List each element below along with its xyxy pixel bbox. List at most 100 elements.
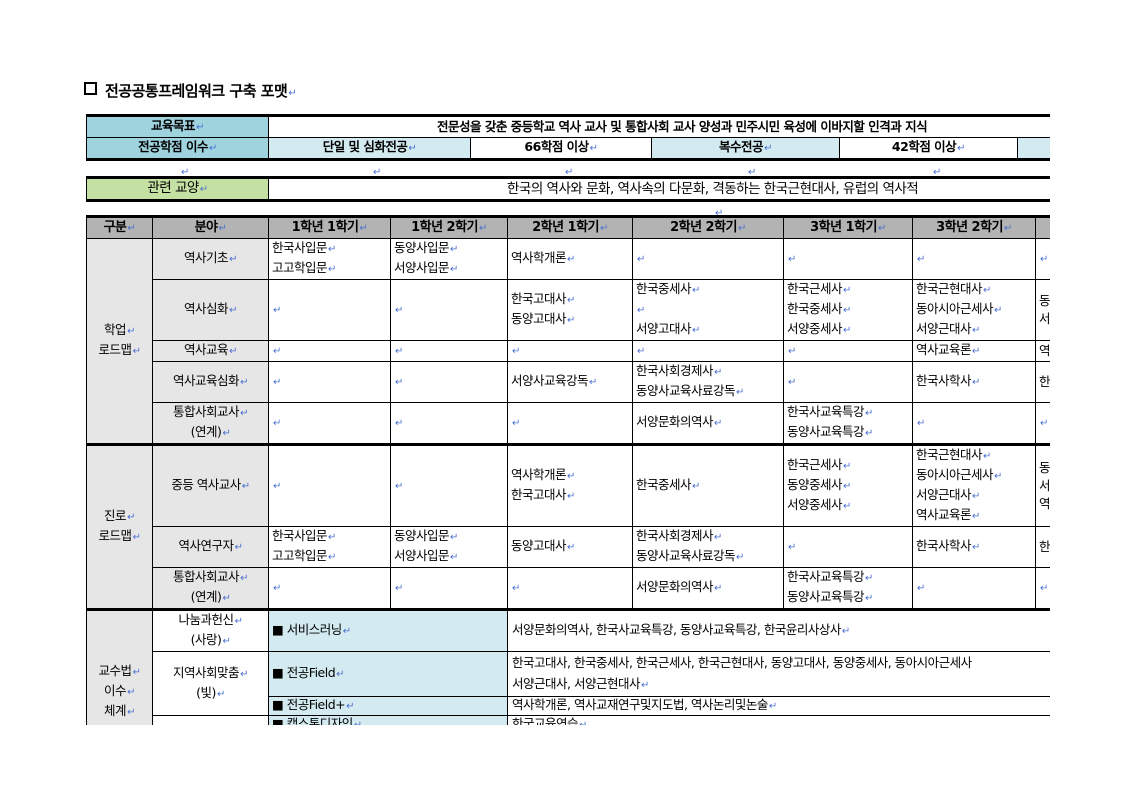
cell-line: (연계) <box>156 423 265 442</box>
course-cell <box>912 402 1036 446</box>
cell-line: 동 <box>1039 293 1050 308</box>
header-cell: 2학년 2학기 <box>632 216 784 239</box>
course-cell <box>632 340 784 362</box>
cell-line <box>636 300 780 320</box>
table-row: 역사연구자한국사입문고고학입문동양사입문서양사입문동양고대사한국사회경제사동양사… <box>87 526 1050 568</box>
course-cell: 한 <box>1035 526 1050 568</box>
header-label: 구분 <box>104 220 136 235</box>
cell-line: 한국사회경제사 <box>636 363 780 383</box>
cell-line: 한국근세사 <box>787 456 909 476</box>
cell-line: 한국사교육특강 <box>787 569 909 589</box>
pedagogy-method: ■ 전공Field <box>268 651 508 697</box>
pedagogy-courses: 한국교육연습 <box>507 715 1050 726</box>
cell-line: 서양문화의역사 <box>636 413 780 433</box>
cell-line: 동양사교육사료강독 <box>636 547 780 567</box>
goal-credits-table: 교육목표전문성을 갖춘 중등학교 역사 교사 및 통합사회 교사 양성과 민주시… <box>86 114 1050 161</box>
return-mark <box>1039 249 1050 269</box>
header-cell: 1학년 2학기 <box>390 216 508 239</box>
cell-line: 서양사입문 <box>394 547 504 567</box>
cell-line: 역사기초 <box>156 249 265 269</box>
credits-single: 단일 및 심화전공 <box>268 137 471 160</box>
course-cell <box>390 402 508 446</box>
cell-line: 서양사교육강독 <box>511 372 629 392</box>
return-mark <box>394 476 504 496</box>
course-cell: 역사학개론한국고대사 <box>507 444 633 527</box>
cell-line: 동양사교육특강 <box>787 423 909 442</box>
course-cell: 한국사교육특강동양사교육특강 <box>783 567 913 611</box>
course-cell: 역사교육론 <box>912 340 1036 362</box>
pedagogy-row: ■ 전공Field+ 역사학개론, 역사교재연구및지도법, 역사논리및논술 <box>87 696 1050 716</box>
course-list: 서양문화의역사, 한국사교육특강, 동양사교육특강, 한국윤리사상사 <box>512 622 1050 640</box>
course-list: 역사학개론, 역사교재연구및지도법, 역사논리및논술 <box>512 698 1050 715</box>
cell-line: 한국사입문 <box>272 528 387 548</box>
cell-line: 체계 <box>90 702 149 722</box>
table-row: 통합사회교사(연계) 서양문화의역사 한국사교육특강동양사교육특강 <box>87 402 1050 446</box>
cell-line: 중등 역사교사 <box>156 476 265 496</box>
course-cell: 한국근현대사동아시아근세사서양근대사 <box>912 279 1036 341</box>
cell-line: 통합사회교사 <box>156 404 265 424</box>
return-mark <box>1039 578 1050 598</box>
field-label: 중등 역사교사 <box>152 444 269 527</box>
liberal-text: 한국의 역사와 문화, 역사속의 다문화, 격동하는 한국근현대사, 유럽의 역… <box>268 177 1050 201</box>
return-mark <box>916 249 1032 269</box>
pedagogy-field: 지역사회맞춤(빛) <box>152 651 269 716</box>
cell-line: 동양사교육특강 <box>787 588 909 607</box>
return-mark <box>916 578 1032 598</box>
cell-line: 한국사입문 <box>272 240 387 260</box>
return-mark <box>394 372 504 392</box>
course-cell: 동양사입문서양사입문 <box>390 526 508 568</box>
cell-line: 서양중세사 <box>787 320 909 340</box>
cell-line: 한국중세사 <box>787 300 909 320</box>
course-cell: 역 <box>1035 340 1050 362</box>
return-mark <box>272 413 387 433</box>
header-label: 1학년 1학기 <box>292 220 368 235</box>
cell-line: 동양사입문 <box>394 528 504 548</box>
pedagogy-row: 교수법이수체계나눔과헌신(사랑)■ 서비스러닝서양문화의역사, 한국사교육특강,… <box>86 609 1050 725</box>
cell-line: 통합사회교사 <box>156 569 265 589</box>
cell-line: 동양고대사 <box>511 537 629 557</box>
course-list: 한국교육연습 <box>512 717 1050 726</box>
cell-line: 한국중세사 <box>636 281 780 301</box>
field-label: 역사교육 <box>152 340 269 362</box>
cell-line: 서양근대사 <box>916 486 1032 506</box>
course-cell <box>783 526 913 568</box>
return-mark <box>636 249 780 269</box>
return-mark <box>1039 413 1050 433</box>
cell-line: 한국사학사 <box>916 537 1032 557</box>
return-mark <box>272 476 387 496</box>
course-cell <box>390 567 508 611</box>
header-label: 분야 <box>195 220 227 235</box>
return-mark <box>511 578 629 598</box>
pedagogy-courses: 서양문화의역사, 한국사교육특강, 동양사교육특강, 한국윤리사상사 <box>507 609 1050 652</box>
course-cell <box>507 340 633 362</box>
header-label: 3학년 2학기 <box>936 220 1012 235</box>
course-cell <box>390 361 508 403</box>
table-row: 역사심화한국고대사동양고대사한국중세사서양고대사한국근세사한국중세사서양중세사한… <box>87 279 1050 341</box>
pedagogy-field: 자기주도(자유) <box>152 715 269 725</box>
cell-line: 나눔과헌신 <box>156 611 265 631</box>
return-mark <box>636 342 780 361</box>
return-mark <box>511 342 629 361</box>
field-label: 통합사회교사(연계) <box>152 402 269 446</box>
paragraph-marks <box>0 160 1122 174</box>
course-cell <box>783 340 913 362</box>
cell-line: 동양사입문 <box>394 240 504 260</box>
cell-line: 역사학개론 <box>511 466 629 486</box>
return-mark <box>272 342 387 361</box>
cell-line: 서양중세사 <box>787 496 909 516</box>
course-cell <box>268 340 391 362</box>
table-row: 진로로드맵중등 역사교사역사학개론한국고대사한국중세사한국근세사동양중세사서양중… <box>86 444 1050 611</box>
cell-line: 한국사교육특강 <box>787 404 909 424</box>
cell-line: 서 <box>1039 311 1050 326</box>
cell-line: (빛) <box>156 684 265 704</box>
cell-line: 역사연구자 <box>156 537 265 557</box>
course-cell <box>268 444 391 527</box>
field-label: 통합사회교사(연계) <box>152 567 269 611</box>
course-cell <box>912 567 1036 611</box>
course-cell <box>1035 567 1050 611</box>
pedagogy-row: 자기주도(자유)■ 캡스톤디자인 한국교육연습 <box>87 715 1050 726</box>
course-cell: 한국사회경제사동양사교육사료강독 <box>632 361 784 403</box>
cell-line: 서 <box>1039 478 1050 493</box>
